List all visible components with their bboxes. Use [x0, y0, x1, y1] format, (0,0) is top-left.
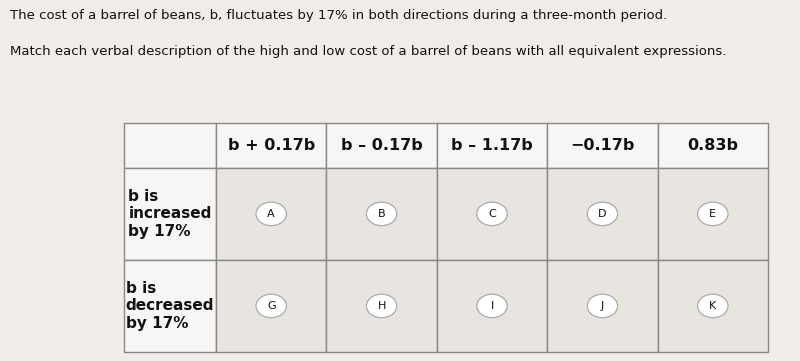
Ellipse shape [256, 202, 286, 226]
Bar [547, 168, 658, 260]
Ellipse shape [587, 294, 618, 318]
Bar [326, 260, 437, 352]
Bar [437, 260, 547, 352]
Text: b is
decreased
by 17%: b is decreased by 17% [126, 281, 214, 331]
Text: B: B [378, 209, 386, 219]
Ellipse shape [366, 294, 397, 318]
Bar [216, 123, 326, 168]
Bar [547, 260, 658, 352]
Ellipse shape [477, 202, 507, 226]
Ellipse shape [698, 202, 728, 226]
Text: b – 0.17b: b – 0.17b [341, 138, 422, 153]
Text: J: J [601, 301, 604, 311]
Bar [124, 260, 216, 352]
Ellipse shape [366, 202, 397, 226]
Ellipse shape [698, 294, 728, 318]
Bar [658, 123, 768, 168]
Text: b – 1.17b: b – 1.17b [451, 138, 533, 153]
Bar [216, 260, 326, 352]
Text: The cost of a barrel of beans, b, fluctuates by 17% in both directions during a : The cost of a barrel of beans, b, fluctu… [10, 9, 667, 22]
Text: −0.17b: −0.17b [570, 138, 634, 153]
Ellipse shape [587, 202, 618, 226]
Text: I: I [490, 301, 494, 311]
Ellipse shape [477, 294, 507, 318]
Bar [326, 123, 437, 168]
Bar [547, 123, 658, 168]
Text: D: D [598, 209, 606, 219]
Bar [437, 123, 547, 168]
Text: Match each verbal description of the high and low cost of a barrel of beans with: Match each verbal description of the hig… [10, 45, 726, 58]
Bar [216, 168, 326, 260]
Text: A: A [267, 209, 275, 219]
Bar [658, 260, 768, 352]
Ellipse shape [256, 294, 286, 318]
Text: b is
increased
by 17%: b is increased by 17% [128, 189, 212, 239]
Bar [124, 168, 216, 260]
Text: E: E [710, 209, 716, 219]
Text: C: C [488, 209, 496, 219]
Bar [124, 123, 216, 168]
Text: H: H [378, 301, 386, 311]
Bar [326, 168, 437, 260]
Text: 0.83b: 0.83b [687, 138, 738, 153]
Bar [437, 168, 547, 260]
Text: b + 0.17b: b + 0.17b [227, 138, 315, 153]
Bar [658, 168, 768, 260]
Text: K: K [709, 301, 717, 311]
Text: G: G [267, 301, 275, 311]
